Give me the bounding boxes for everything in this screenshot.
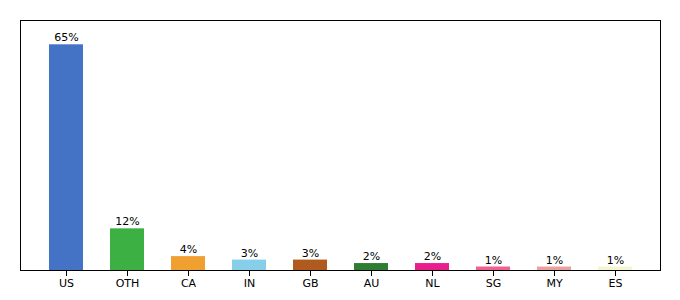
- svg-text:GB: GB: [302, 277, 318, 290]
- svg-text:IN: IN: [244, 277, 255, 290]
- svg-text:OTH: OTH: [116, 277, 140, 290]
- svg-text:2%: 2%: [424, 250, 441, 263]
- svg-text:1%: 1%: [485, 254, 502, 267]
- svg-text:US: US: [59, 277, 74, 290]
- svg-text:4%: 4%: [180, 243, 197, 256]
- svg-text:12%: 12%: [115, 215, 139, 228]
- svg-text:SG: SG: [486, 277, 502, 290]
- svg-text:CA: CA: [181, 277, 197, 290]
- svg-text:NL: NL: [425, 277, 440, 290]
- svg-text:3%: 3%: [302, 247, 319, 260]
- svg-text:1%: 1%: [607, 254, 624, 267]
- svg-text:1%: 1%: [546, 254, 563, 267]
- svg-text:3%: 3%: [241, 247, 258, 260]
- svg-text:65%: 65%: [54, 31, 78, 44]
- svg-text:ES: ES: [609, 277, 623, 290]
- svg-text:MY: MY: [546, 277, 562, 290]
- svg-text:2%: 2%: [363, 250, 380, 263]
- svg-text:AU: AU: [364, 277, 380, 290]
